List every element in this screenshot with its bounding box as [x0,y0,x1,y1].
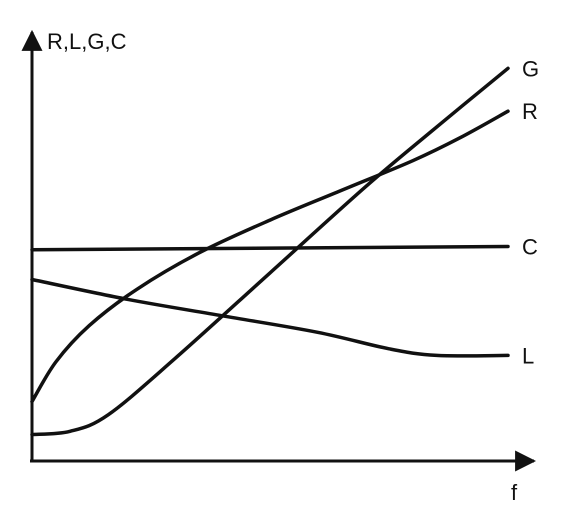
series-c-label: C [522,235,538,260]
series-l-line [30,277,510,358]
series-r-line [30,109,510,404]
x-axis-label: f [511,480,518,505]
y-axis-label: R,L,G,C [47,29,127,54]
series-g-label: G [522,56,539,81]
series-c-line [30,244,510,252]
series-layer: GR C L [30,56,539,437]
series-l-label: L [522,343,534,368]
series-r-label: R [522,99,538,124]
series-g-line [30,66,510,437]
